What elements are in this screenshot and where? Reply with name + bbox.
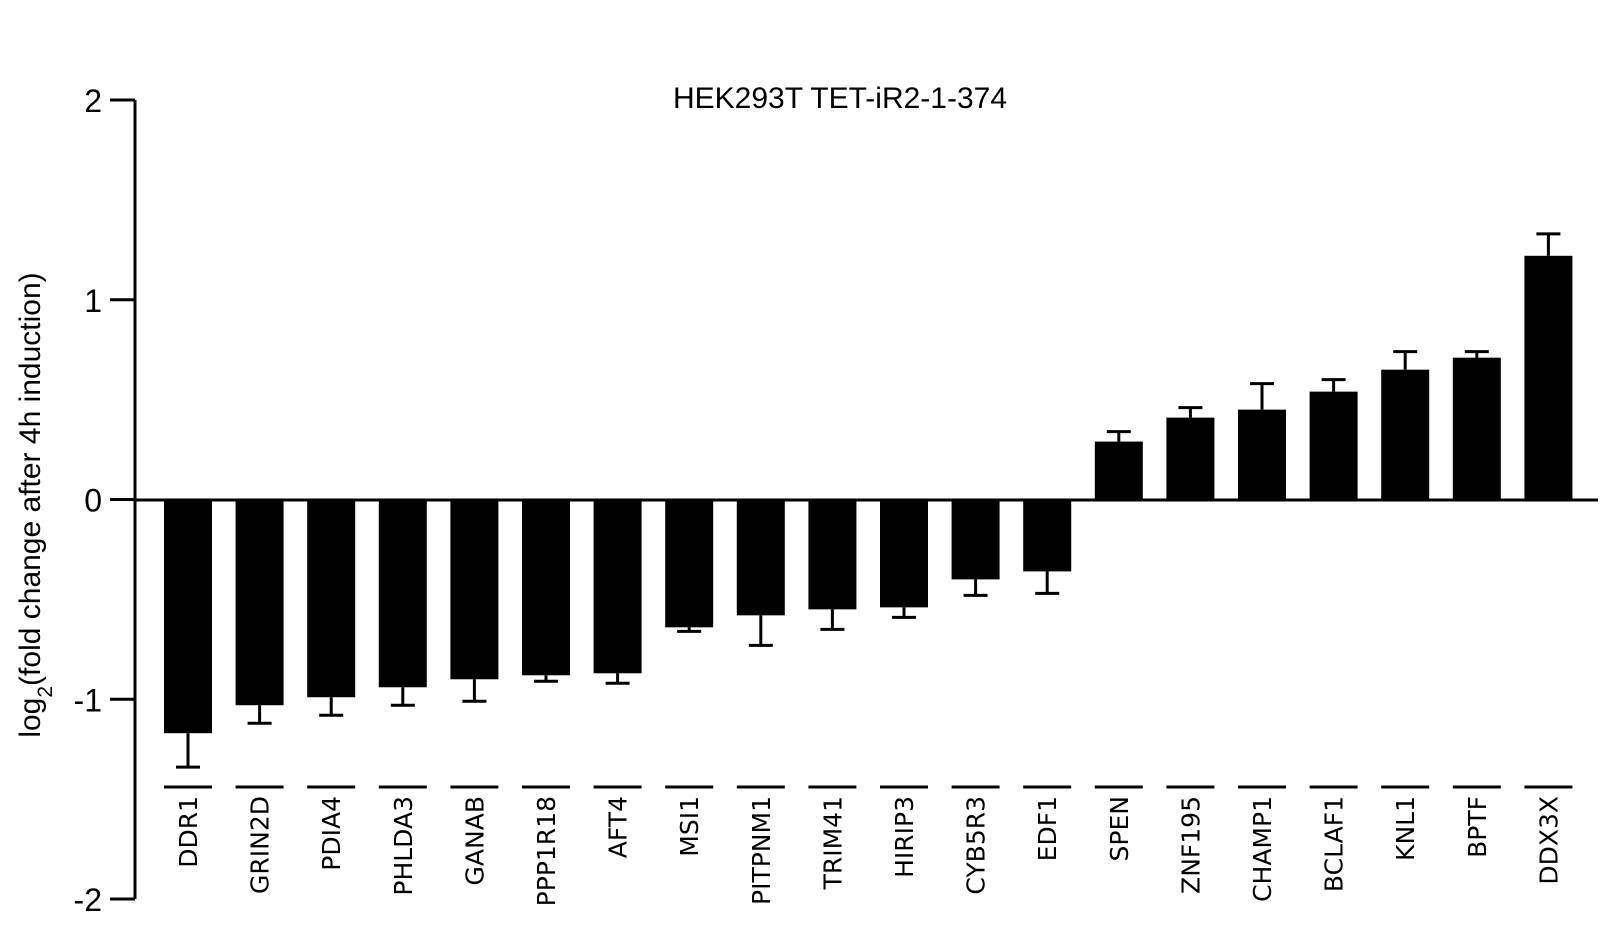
category-label: MSI1 (675, 796, 704, 857)
category-label: EDF1 (1033, 796, 1062, 861)
error-bar-msi1 (677, 627, 702, 633)
bar-trim41 (808, 499, 857, 610)
category-label: SPEN (1105, 796, 1134, 861)
y-tick-label: -1 (74, 682, 102, 718)
error-bar-edf1 (1035, 571, 1060, 595)
y-tick-label: 0 (84, 483, 102, 519)
y-axis-label: log2(fold change after 4h induction) (14, 272, 57, 737)
bar-aft4 (593, 499, 642, 674)
bar-hirip3 (880, 499, 928, 608)
bar-cyb5r3 (951, 499, 1000, 580)
category-label: HIRIP3 (890, 796, 919, 878)
category-label: CHAMP1 (1248, 796, 1277, 902)
error-bar-grin2d (247, 705, 272, 725)
error-bar-pdia4 (319, 697, 344, 717)
category-label: PPP1R18 (532, 796, 561, 906)
error-bar-ddr1 (176, 733, 200, 769)
error-bar-ddx3x (1536, 232, 1561, 256)
y-tick-label: -2 (74, 882, 102, 918)
category-label: TRIM41 (818, 796, 847, 890)
category-label: ZNF195 (1176, 796, 1205, 894)
bar-edf1 (1023, 499, 1072, 572)
bar-ddr1 (164, 499, 212, 734)
error-bar-pitpnm1 (748, 615, 773, 647)
category-label: PITPNM1 (747, 796, 776, 905)
category-label: AFT4 (604, 796, 633, 858)
category-label: CYB5R3 (962, 796, 991, 895)
category-label: PHLDA3 (389, 796, 418, 896)
bar-ppp1r18 (522, 499, 570, 676)
error-bar-spen (1106, 430, 1131, 442)
error-bar-bclaf1 (1321, 378, 1346, 392)
bar-ganab (450, 499, 499, 680)
bar-pdia4 (307, 499, 356, 698)
category-label: DDX3X (1534, 796, 1563, 885)
bar-phlda3 (378, 499, 427, 688)
error-bar-trim41 (820, 609, 845, 631)
error-bar-ganab (462, 679, 487, 703)
error-bar-znf195 (1178, 406, 1203, 418)
category-label: GRIN2D (246, 796, 275, 894)
category-label: DDR1 (174, 796, 203, 868)
category-label: KNL1 (1391, 796, 1420, 861)
category-label: BCLAF1 (1320, 796, 1349, 892)
bar-ddx3x (1524, 255, 1573, 500)
bar-msi1 (665, 499, 714, 628)
bar-spen (1094, 441, 1143, 500)
bar-bclaf1 (1309, 391, 1358, 500)
bar-bptf (1452, 357, 1501, 500)
y-tick-label: 2 (84, 83, 102, 119)
bar-pitpnm1 (736, 499, 785, 616)
category-label: BPTF (1463, 796, 1492, 858)
bar-champ1 (1238, 409, 1286, 500)
category-label: PDIA4 (317, 796, 346, 871)
error-bar-aft4 (605, 673, 630, 685)
error-bar-champ1 (1250, 382, 1274, 410)
error-bar-ppp1r18 (534, 675, 558, 683)
error-bar-bptf (1464, 350, 1489, 358)
category-label: GANAB (460, 796, 489, 885)
bar-knl1 (1381, 369, 1430, 500)
bar-grin2d (235, 499, 284, 706)
bar-znf195 (1166, 417, 1215, 500)
chart-title: HEK293T TET-iR2-1-374 (673, 82, 1007, 115)
error-bar-phlda3 (390, 687, 415, 707)
error-bar-hirip3 (892, 607, 916, 619)
error-bar-cyb5r3 (963, 579, 988, 597)
error-bar-knl1 (1393, 350, 1418, 370)
y-tick-label: 1 (84, 283, 102, 319)
